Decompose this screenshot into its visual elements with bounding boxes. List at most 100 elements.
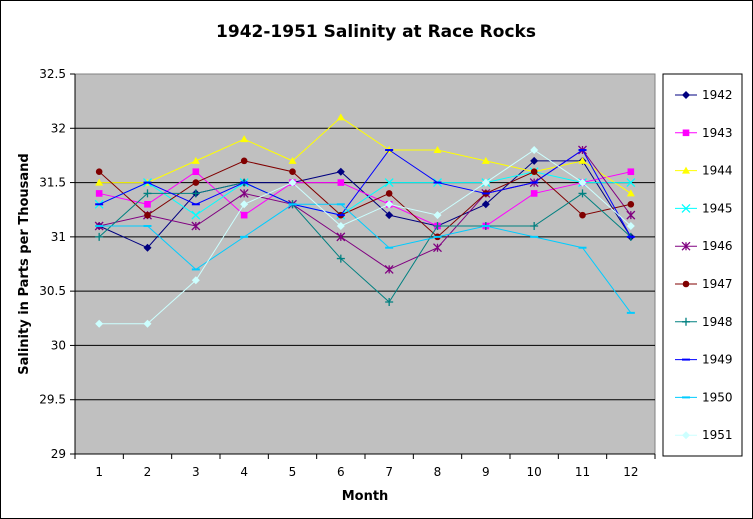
data-point: [579, 211, 586, 219]
y-tick-label: 30: [51, 338, 66, 352]
data-point: [681, 203, 691, 213]
data-point: [682, 431, 690, 440]
series-1950: [95, 203, 635, 314]
data-point: [240, 157, 248, 165]
data-point: [289, 168, 296, 176]
legend-entry: 1946: [675, 239, 733, 253]
data-point: [143, 319, 152, 328]
x-tick-label: 8: [434, 465, 442, 479]
data-point: [385, 190, 393, 197]
data-point: [336, 222, 345, 230]
x-axis-label: Month: [342, 489, 389, 504]
legend-label: 1950: [702, 390, 733, 404]
data-point: [626, 178, 636, 188]
series-line: [99, 116, 632, 194]
data-point: [481, 156, 490, 164]
series-lines: [94, 113, 636, 328]
data-point: [240, 200, 249, 209]
y-tick-label: 32.5: [39, 67, 66, 81]
series-1949: [95, 149, 635, 238]
data-point: [530, 222, 539, 230]
data-point: [627, 200, 635, 208]
data-point: [682, 91, 690, 99]
data-point: [433, 243, 442, 253]
series-line: [98, 149, 632, 238]
data-point: [239, 188, 249, 198]
y-tick-label: 32: [51, 121, 66, 135]
data-point: [682, 280, 690, 288]
data-point: [385, 200, 394, 209]
data-point: [385, 211, 394, 220]
x-tick-label: 3: [192, 465, 200, 479]
x-tick-label: 5: [289, 465, 297, 479]
legend-entry: 1945: [675, 201, 733, 215]
legend-label: 1944: [702, 164, 733, 178]
data-point: [143, 189, 152, 198]
plot-area: [74, 73, 656, 455]
series-line: [99, 203, 632, 314]
legend-entry: 1943: [675, 126, 733, 140]
legend-entry: 1949: [675, 353, 733, 367]
legend-entry: 1950: [675, 390, 733, 404]
x-tick-label: 4: [240, 465, 248, 479]
data-point: [682, 129, 690, 137]
legend-label: 1945: [702, 201, 733, 215]
legend-entries: 1942 1943 1944 1945 1946 1947 1948 1949 1950 1951: [675, 88, 733, 442]
series-line: [99, 149, 632, 325]
data-point: [240, 211, 248, 219]
data-point: [288, 178, 297, 187]
data-point: [191, 210, 201, 220]
data-point: [143, 243, 152, 252]
series-line: [98, 171, 631, 216]
legend-label: 1946: [702, 239, 733, 253]
data-point: [95, 232, 104, 241]
data-point: [578, 178, 587, 187]
x-tick-label: 9: [482, 465, 490, 479]
data-point: [530, 168, 538, 176]
series-line: [99, 171, 631, 227]
data-point: [681, 241, 691, 251]
data-point: [95, 178, 104, 186]
data-point: [578, 156, 587, 164]
series-1951: [95, 146, 635, 328]
data-point: [626, 210, 636, 220]
data-point: [191, 276, 200, 285]
data-point: [95, 168, 103, 176]
data-point: [144, 200, 151, 208]
data-point: [530, 190, 538, 197]
data-point: [626, 222, 635, 230]
data-point: [626, 189, 635, 197]
data-point: [288, 156, 297, 164]
data-point: [682, 166, 690, 174]
data-point: [682, 317, 690, 326]
data-point: [385, 298, 394, 306]
legend: [662, 73, 743, 457]
data-point: [191, 221, 201, 231]
series-line: [98, 182, 632, 303]
data-point: [336, 167, 345, 176]
data-point: [144, 211, 151, 219]
legend-label: 1943: [702, 126, 733, 140]
x-tick-label: 11: [575, 465, 590, 479]
data-point: [191, 189, 200, 198]
legend-label: 1951: [702, 428, 733, 442]
y-tick-label: 29: [51, 447, 66, 461]
x-tick-label: 7: [385, 465, 393, 479]
data-point: [336, 254, 345, 263]
data-point: [530, 156, 539, 165]
y-tick-label: 29.5: [39, 393, 66, 407]
data-point: [384, 264, 394, 274]
data-point: [530, 146, 539, 154]
series-line: [98, 160, 631, 238]
x-tick-label: 1: [95, 465, 103, 479]
data-point: [336, 232, 346, 242]
data-point: [433, 211, 442, 220]
x-tick-label: 12: [623, 465, 638, 479]
y-axis-label: Salinity in Parts per Thousand: [17, 153, 32, 375]
legend-entry: 1947: [675, 277, 733, 291]
legend-label: 1947: [702, 277, 733, 291]
y-tick-label: 31: [51, 230, 66, 244]
data-point: [627, 168, 635, 176]
